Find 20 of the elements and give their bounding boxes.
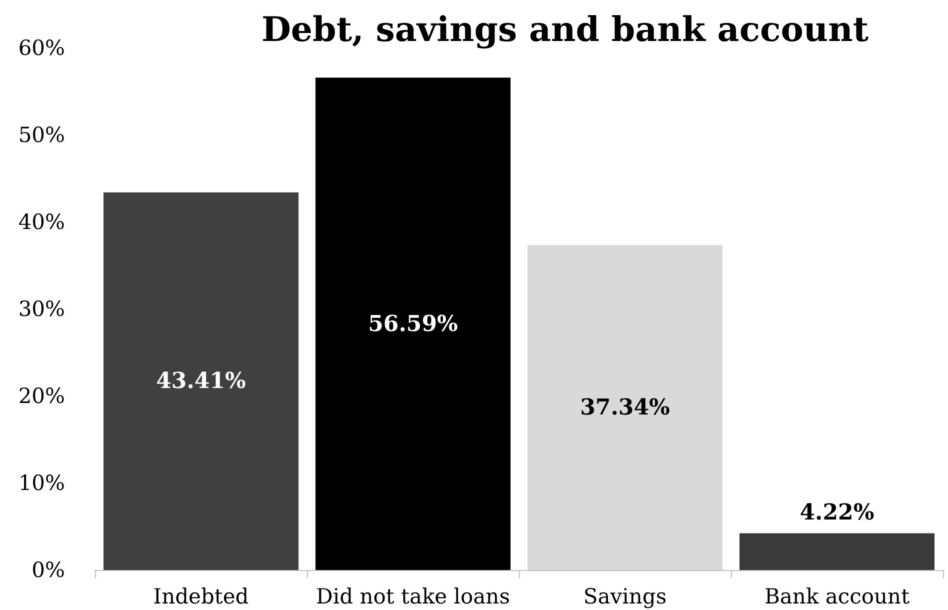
data-label: 37.34%: [580, 394, 670, 421]
bar: [739, 533, 935, 570]
x-tick-label: Bank account: [764, 584, 910, 608]
y-tick-label: 10%: [18, 471, 65, 495]
y-tick-label: 50%: [18, 123, 65, 147]
data-label: 56.59%: [368, 310, 458, 337]
data-label: 4.22%: [800, 499, 874, 526]
bar: [527, 245, 723, 570]
y-tick-label: 60%: [18, 36, 65, 60]
y-tick-label: 0%: [32, 558, 65, 582]
bar: [315, 78, 511, 570]
x-tick-label: Indebted: [153, 584, 249, 608]
bar: [103, 192, 299, 570]
x-tick-label: Savings: [583, 584, 667, 608]
y-tick-label: 40%: [18, 210, 65, 234]
y-tick-label: 30%: [18, 297, 65, 321]
data-label: 43.41%: [156, 368, 246, 394]
chart-title: Debt, savings and bank account: [261, 10, 869, 50]
x-tick-label: Did not take loans: [316, 584, 510, 608]
y-tick-label: 20%: [18, 384, 65, 408]
